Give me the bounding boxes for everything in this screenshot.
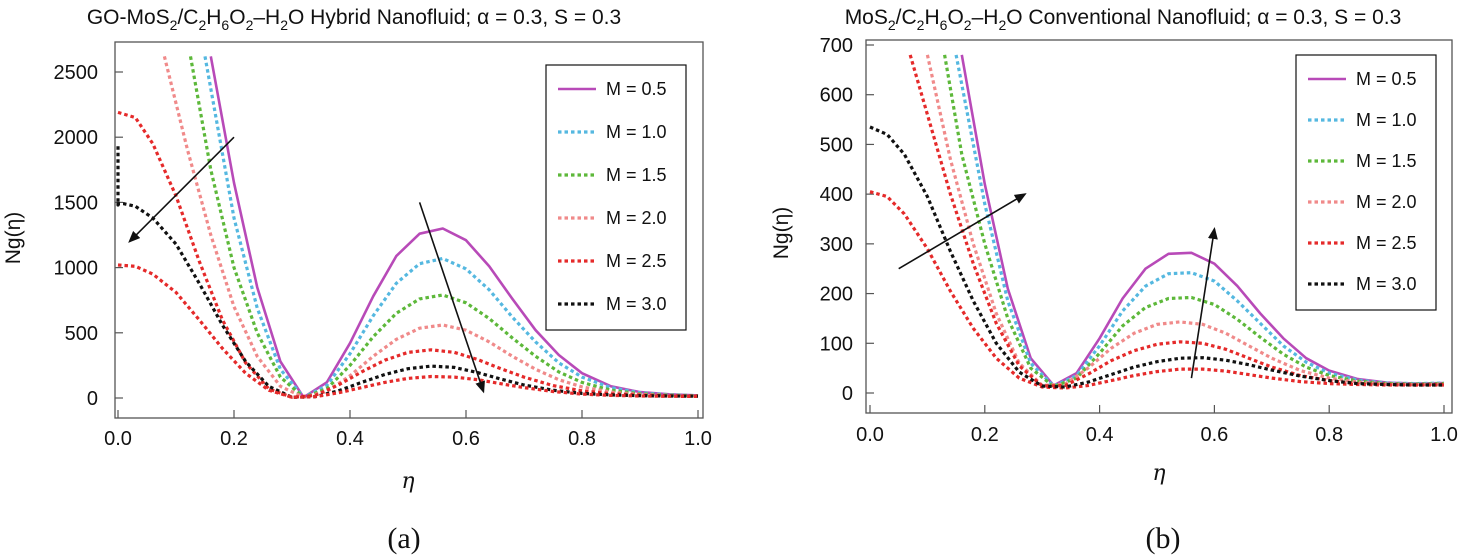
trend-arrow bbox=[418, 202, 485, 394]
legend-a: M = 0.5 M = 1.0 M = 1.5 M = 2.0 M = 2.5 M = 3… bbox=[545, 64, 687, 331]
legend-label: M = 1.0 bbox=[606, 122, 667, 142]
y-tick-label: 0 bbox=[87, 388, 98, 410]
series-line-m-2-5-lower- bbox=[869, 190, 1444, 390]
legend-label: M = 1.5 bbox=[1356, 151, 1417, 171]
y-tick-label: 500 bbox=[820, 134, 853, 156]
legend-label: M = 2.5 bbox=[606, 251, 667, 271]
x-tick-label: 0.6 bbox=[452, 428, 480, 450]
series-line-m-1-0 bbox=[954, 54, 1445, 388]
y-tick-label: 700 bbox=[820, 35, 853, 57]
y-tick-label: 2000 bbox=[54, 127, 99, 149]
legend-label: M = 1.0 bbox=[1356, 110, 1417, 130]
legend-label: M = 2.5 bbox=[1356, 233, 1417, 253]
series-line-m-2-5 bbox=[908, 54, 1445, 388]
x-tick-label: 1.0 bbox=[684, 428, 712, 450]
series-line-m-2-0 bbox=[162, 56, 699, 399]
series-line-m-0-5 bbox=[209, 56, 699, 399]
x-tick-label: 0.4 bbox=[1086, 424, 1114, 446]
x-tick-label: 0.6 bbox=[1200, 424, 1228, 446]
series-line-m-3-0 bbox=[116, 146, 699, 399]
legend-box-a bbox=[545, 64, 687, 331]
x-tick-label: 0.0 bbox=[104, 428, 132, 450]
trend-arrow bbox=[898, 193, 1027, 270]
caption-b: (b) bbox=[1146, 522, 1181, 555]
legend-label: M = 1.5 bbox=[606, 165, 667, 185]
legend-label: M = 3.0 bbox=[1356, 274, 1417, 294]
legend-box-b bbox=[1295, 54, 1437, 311]
y-tick-label: 2500 bbox=[54, 62, 99, 84]
axis-ticks-a: 0.0 0.2 0.4 0.6 0.8 1.0 0 500 1000 1500 2000 2500 bbox=[54, 62, 712, 450]
series-layer-a bbox=[116, 56, 699, 399]
legend-label: M = 2.0 bbox=[1356, 192, 1417, 212]
x-tick-label: 0.4 bbox=[336, 428, 364, 450]
legend-b: M = 0.5 M = 1.0 M = 1.5 M = 2.0 M = 2.5 M = 3… bbox=[1295, 54, 1437, 311]
chart-panel-a: GO-MoS2/C2H6O2–H2O Hybrid Nanofluid; α =… bbox=[2, 6, 712, 555]
caption-a: (a) bbox=[387, 522, 420, 555]
series-line-m-1-5 bbox=[943, 54, 1445, 389]
legend-label: M = 0.5 bbox=[606, 79, 667, 99]
axis-ticks-b: 0.0 0.2 0.4 0.6 0.8 1.0 0 100 200 300 400 500 600 700 bbox=[820, 35, 1458, 446]
series-line-m-2-5-lower- bbox=[117, 263, 699, 399]
x-tick-label: 0.2 bbox=[220, 428, 248, 450]
y-tick-label: 200 bbox=[820, 284, 853, 306]
series-line-m-2-0 bbox=[925, 54, 1445, 388]
legend-label: M = 2.0 bbox=[606, 208, 667, 228]
trend-arrow bbox=[128, 136, 235, 243]
y-tick-label: 100 bbox=[820, 333, 853, 355]
y-tick-label: 300 bbox=[820, 234, 853, 256]
y-tick-label: 500 bbox=[65, 323, 98, 345]
series-layer-b bbox=[869, 54, 1445, 390]
x-tick-label: 0.8 bbox=[568, 428, 596, 450]
x-axis-label-a: η bbox=[401, 469, 414, 494]
y-axis-label-a: Ng(η) bbox=[2, 212, 25, 265]
x-tick-label: 0.8 bbox=[1315, 424, 1343, 446]
legend-label: M = 3.0 bbox=[606, 294, 667, 314]
y-tick-label: 1000 bbox=[54, 258, 99, 280]
x-tick-label: 0.2 bbox=[971, 424, 999, 446]
x-axis-label-b: η bbox=[1152, 461, 1165, 486]
series-line-m-2-5 bbox=[117, 110, 699, 399]
legend-label: M = 0.5 bbox=[1356, 69, 1417, 89]
y-tick-label: 600 bbox=[820, 85, 853, 107]
chart-title-a: GO-MoS2/C2H6O2–H2O Hybrid Nanofluid; α =… bbox=[87, 6, 621, 33]
y-tick-label: 400 bbox=[820, 184, 853, 206]
arrow-layer-b bbox=[898, 193, 1218, 379]
y-tick-label: 1500 bbox=[54, 192, 99, 214]
y-axis-label-b: Ng(η) bbox=[770, 207, 793, 260]
series-line-m-1-0 bbox=[203, 56, 699, 399]
x-tick-label: 1.0 bbox=[1430, 424, 1458, 446]
series-line-m-3-0 bbox=[869, 125, 1444, 389]
plot-frame-b bbox=[865, 39, 1453, 414]
y-tick-label: 0 bbox=[842, 383, 853, 405]
trend-arrow bbox=[1190, 226, 1218, 379]
chart-panel-b: MoS2/C2H6O2–H2O Conventional Nanofluid; … bbox=[770, 6, 1458, 555]
plot-frame-a bbox=[114, 41, 704, 419]
arrow-layer-a bbox=[128, 136, 485, 394]
series-line-m-1-5 bbox=[188, 56, 699, 399]
chart-title-b: MoS2/C2H6O2–H2O Conventional Nanofluid; … bbox=[845, 6, 1402, 33]
x-tick-label: 0.0 bbox=[856, 424, 884, 446]
